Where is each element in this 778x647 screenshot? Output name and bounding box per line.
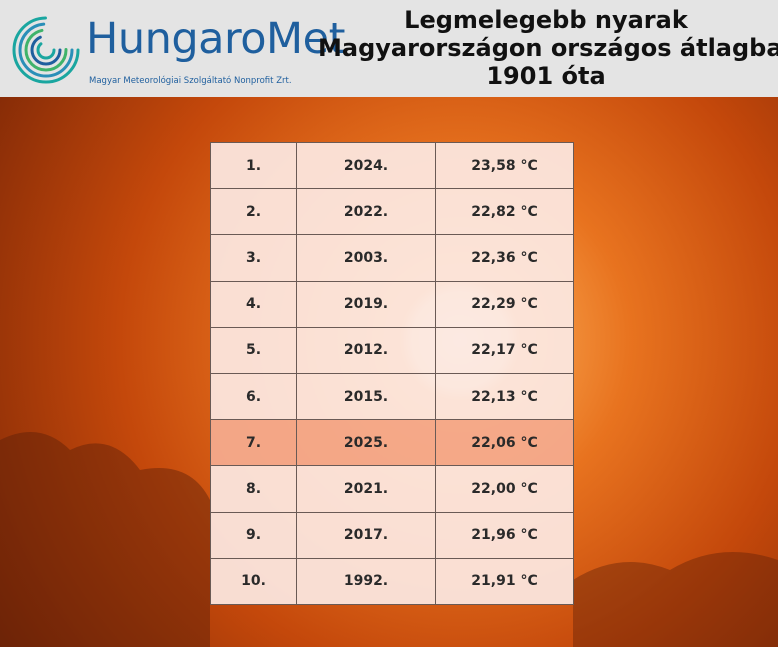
temperature-cell: 22,29 °C [435, 280, 574, 328]
year-cell: 2021. [296, 465, 436, 513]
temperature-cell: 21,96 °C [435, 511, 574, 559]
table-row: 7. 2025. 22,06 °C [210, 419, 574, 467]
temperature-cell: 21,91 °C [435, 557, 574, 605]
year-cell: 1992. [296, 557, 436, 605]
logo-name: HungaroMet [86, 14, 345, 64]
rank-cell: 8. [210, 465, 297, 513]
year-cell: 2022. [296, 188, 436, 236]
header: HungaroMet Magyar Meteorológiai Szolgált… [0, 0, 778, 97]
year-cell: 2019. [296, 280, 436, 328]
temperature-cell: 22,13 °C [435, 372, 574, 421]
temperature-cell: 22,06 °C [435, 419, 574, 467]
year-cell: 2003. [296, 234, 436, 282]
clouds [0, 432, 778, 647]
rank-cell: 6. [210, 372, 297, 421]
table-row: 2. 2022. 22,82 °C [210, 188, 574, 236]
temperature-cell: 23,58 °C [435, 141, 574, 190]
year-cell: 2017. [296, 511, 436, 559]
year-cell: 2025. [296, 419, 436, 467]
table-body: 1. 2024. 23,58 °C 2. 2022. 22,82 °C 3. 2003. 22,… [210, 141, 574, 605]
rank-cell: 5. [210, 326, 297, 374]
rank-cell: 9. [210, 511, 297, 559]
logo-tagline: Magyar Meteorológiai Szolgáltató Nonprof… [89, 76, 292, 86]
table-row: 9. 2017. 21,96 °C [210, 511, 574, 559]
table-row: 8. 2021. 22,00 °C [210, 465, 574, 513]
year-cell: 2012. [296, 326, 436, 374]
temperature-cell: 22,36 °C [435, 234, 574, 282]
rank-cell: 4. [210, 280, 297, 328]
year-cell: 2024. [296, 141, 436, 190]
table-row: 1. 2024. 23,58 °C [210, 141, 574, 190]
table-row: 5. 2012. 22,17 °C [210, 326, 574, 374]
temperature-cell: 22,00 °C [435, 465, 574, 513]
rank-cell: 3. [210, 234, 297, 282]
year-cell: 2015. [296, 372, 436, 421]
title: Legmelegebb nyarak Magyarországon ország… [318, 6, 778, 90]
table-row: 3. 2003. 22,36 °C [210, 234, 574, 282]
table-row: 6. 2015. 22,13 °C [210, 372, 574, 421]
temperature-cell: 22,82 °C [435, 188, 574, 236]
title-line: Legmelegebb nyarak [404, 6, 688, 34]
logo-icon [12, 16, 80, 84]
title-line: Magyarországon országos átlagban [318, 34, 778, 62]
rank-cell: 1. [210, 141, 297, 190]
ranking-table: 1. 2024. 23,58 °C 2. 2022. 22,82 °C 3. 2003. 22,… [210, 141, 574, 605]
rank-cell: 10. [210, 557, 297, 605]
title-line: 1901 óta [486, 62, 606, 90]
rank-cell: 2. [210, 188, 297, 236]
rank-cell: 7. [210, 419, 297, 467]
table-row: 10. 1992. 21,91 °C [210, 557, 574, 605]
table-row: 4. 2019. 22,29 °C [210, 280, 574, 328]
temperature-cell: 22,17 °C [435, 326, 574, 374]
